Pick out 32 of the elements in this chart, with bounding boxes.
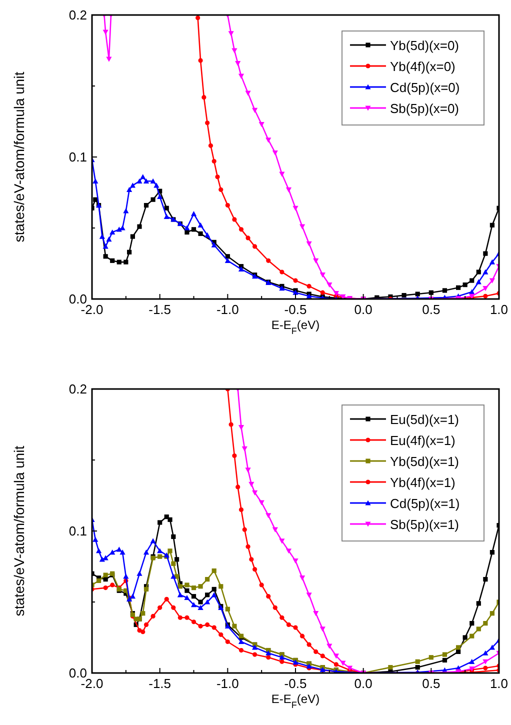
legend-label: Eu(5d)(x=1) [390, 412, 459, 427]
legend-label: Cd(5p)(x=1) [390, 496, 460, 511]
x-tick-label: -1.5 [148, 302, 172, 317]
y-tick-label: 0.2 [68, 382, 87, 396]
y-tick-label: 0.2 [68, 8, 87, 22]
x-tick-label: -1.0 [216, 302, 239, 317]
y-tick-label: 0.0 [68, 292, 87, 306]
legend-label: Yb(5d)(x=1) [390, 454, 459, 469]
x-tick-label: -0.5 [284, 302, 307, 317]
x-tick-label: 0.0 [354, 302, 372, 317]
y-tick-label: 0.0 [68, 666, 87, 680]
y-axis-title: states/eV-atom/formula unit [11, 446, 27, 616]
x-tick-label: 0.5 [422, 302, 440, 317]
legend-label: Yb(4f)(x=0) [390, 59, 456, 74]
legend-label: Yb(5d)(x=0) [390, 38, 459, 53]
y-tick-label: 0.1 [68, 150, 87, 164]
x-tick-label: -0.5 [284, 676, 307, 691]
y-axis-title: states/eV-atom/formula unit [11, 72, 27, 242]
y-tick-label: 0.1 [68, 524, 87, 538]
legend-label: Cd(5p)(x=0) [390, 80, 460, 95]
legend-label: Eu(4f)(x=1) [390, 433, 456, 448]
x-tick-label: 0.5 [422, 676, 440, 691]
x-axis-title: E-E$_{F}$(eV) [271, 692, 320, 710]
x-tick-label: 1.0 [490, 676, 508, 691]
legend-label: Yb(4f)(x=1) [390, 475, 456, 490]
x-tick-label: 0.0 [354, 676, 372, 691]
x-tick-label: -1.0 [216, 676, 239, 691]
x-tick-label: 1.0 [490, 302, 508, 317]
x-axis-title: E-E$_{F}$(eV) [271, 318, 320, 336]
legend-label: Sb(5p)(x=1) [390, 517, 459, 532]
x-tick-label: -1.5 [148, 676, 172, 691]
legend-label: Sb(5p)(x=0) [390, 101, 459, 116]
